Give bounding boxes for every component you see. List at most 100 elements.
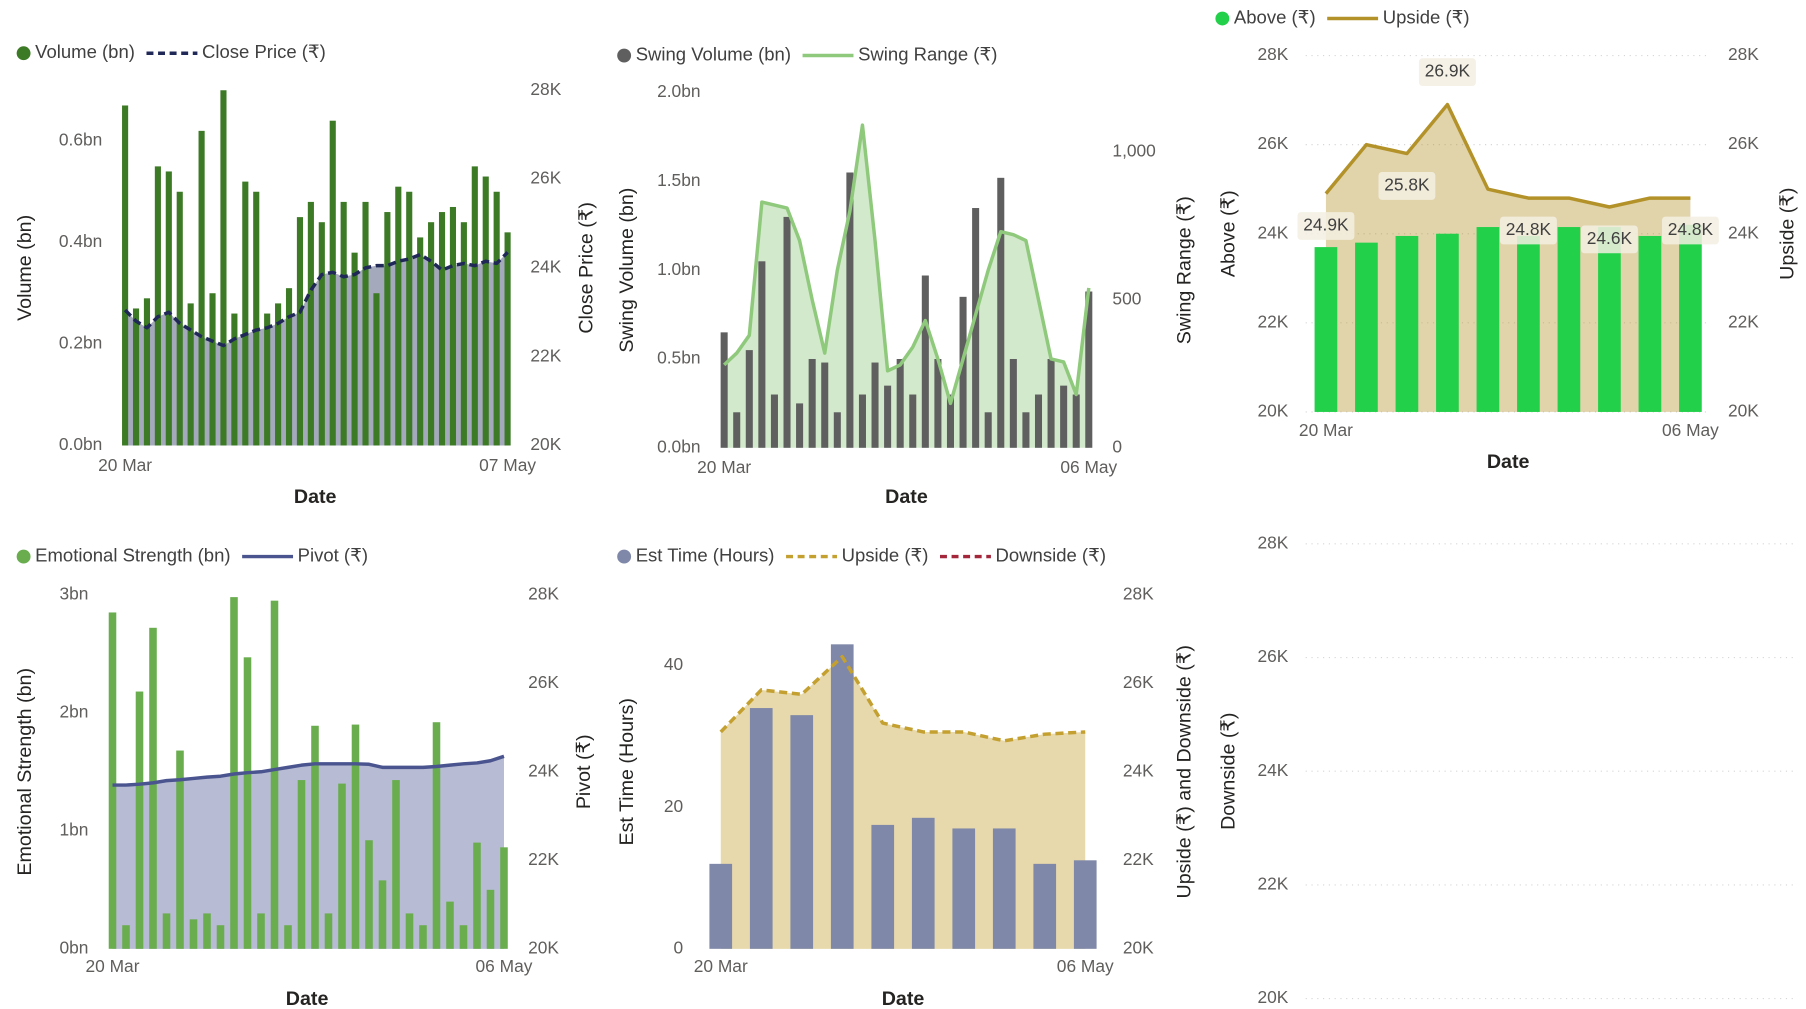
value-label: 24.8K [1668,219,1714,239]
bar [297,780,306,949]
value-label: 24.8K [1506,219,1552,239]
bar [143,298,151,446]
value-label-bg [1378,172,1436,200]
bar [242,181,249,446]
bar [198,130,205,446]
bar [419,925,427,949]
bar [329,120,336,446]
y2-tick-label: 500 [1112,288,1141,308]
bar [884,385,892,448]
bar [790,715,814,949]
bar [176,191,183,446]
bar [770,394,778,448]
bar [1436,233,1459,412]
y-tick-label: 1bn [59,819,88,839]
bar [1517,235,1540,412]
y2-tick-label: 26K [1123,672,1154,692]
x-axis-title: Date [294,486,337,508]
bar [783,216,791,448]
x-tick-label: 06 May [1057,956,1114,976]
bar [275,303,282,446]
x-axis-title: Date [1487,451,1530,473]
bar [1598,227,1621,412]
y2-axis-title: Swing Range (₹) [1174,196,1196,344]
bar [1476,227,1500,412]
legend-text: Close Price (₹) [202,41,326,62]
bar [338,783,346,949]
y-axis-title: Emotional Strength (bn) [14,668,36,876]
legend-text: Volume (bn) [35,41,135,62]
legend-text: Est Time (Hours) [636,544,775,565]
bar [296,217,304,446]
bar [473,842,481,949]
bar [220,90,227,446]
legend-marker [617,549,632,564]
bar [984,412,992,448]
bar [243,657,252,949]
bar [833,412,841,448]
bar [846,172,854,448]
y-axis-title: Volume (bn) [14,215,36,321]
bar [992,828,1016,949]
y-tick-label: 0.0bn [59,434,102,454]
y-tick-label: 3bn [59,583,88,603]
legend-text: Above (₹) [1234,6,1316,27]
y2-tick-label: 24K [528,760,559,780]
bar [1638,235,1662,412]
y2-axis-title: Close Price (₹) [575,202,597,334]
y2-tick-label: 20K [530,434,561,454]
bar [758,261,766,448]
bar [821,362,829,448]
bar [1085,291,1093,448]
bar [934,358,942,448]
bar [1022,412,1030,448]
bar [449,206,457,446]
bar [264,313,271,446]
legend-text: Emotional Strength (bn) [35,544,230,565]
y2-axis-title: Upside (₹) and Downside (₹) [1174,645,1196,898]
bar [187,303,194,446]
area-fill [112,756,504,949]
legend-text: Swing Volume (bn) [636,43,791,64]
bar [460,222,467,446]
y-axis-title: Above (₹) [1218,190,1240,277]
bar [1073,860,1097,949]
bar [216,925,225,949]
y-tick-label: 2.0bn [657,81,700,101]
y2-tick-label: 22K [528,849,559,869]
bar [203,913,211,949]
y-tick-label: 1.5bn [657,170,700,190]
y2-tick-label: 22K [530,345,561,365]
series-line [123,251,509,348]
value-label-bg [1418,58,1476,87]
bar [351,252,358,446]
x-tick-label: 20 Mar [1299,420,1353,440]
value-label-bg [1297,212,1355,240]
value-label: 25.8K [1384,175,1430,195]
value-label: 26.9K [1425,61,1471,81]
value-label-bg [1580,225,1638,254]
y2-tick-label: 28K [528,583,559,603]
bar [504,232,511,446]
bar [1033,863,1057,949]
y2-tick-label: 24K [1123,760,1154,780]
bar [362,201,369,446]
x-axis-title: Date [885,486,928,508]
bar [733,412,741,448]
legend-text: Swing Range (₹) [858,43,997,64]
y2-axis-title: Upside (₹) [1776,188,1798,280]
y-tick-label: 20K [1257,401,1288,421]
bar [132,308,140,446]
bar [340,201,347,446]
bar [378,880,387,949]
y-tick-label: 28K [1257,532,1288,552]
value-label-bg [1661,216,1719,245]
bar [482,176,489,446]
bar [959,296,967,448]
bar [911,817,935,949]
y-tick-label: 0.2bn [59,333,102,353]
y-tick-label: 22K [1257,873,1288,893]
y-tick-label: 0.5bn [657,348,700,368]
x-tick-label: 20 Mar [98,455,152,475]
